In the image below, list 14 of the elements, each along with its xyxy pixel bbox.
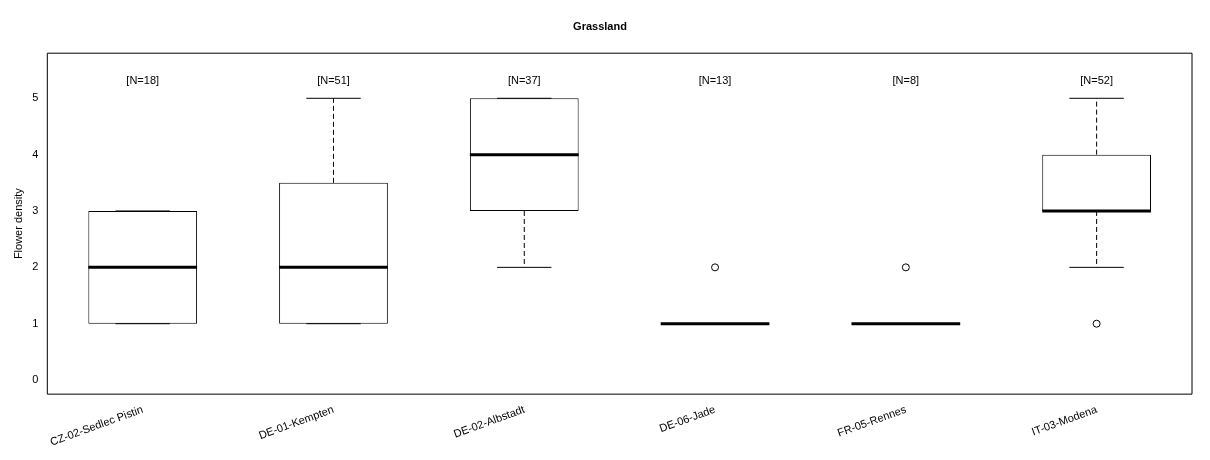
annotation: [N=18] <box>126 73 160 86</box>
y-tick-label: 1 <box>32 316 39 329</box>
y-axis-title: Flower density <box>11 187 24 260</box>
y-tick-label: 4 <box>32 147 39 160</box>
annotation: [N=37] <box>507 73 541 86</box>
annotation: [N=51] <box>317 73 350 86</box>
annotation: [N=13] <box>698 73 732 86</box>
annotation: [N=52] <box>1080 73 1113 86</box>
y-tick-label: 0 <box>32 373 39 386</box>
chart-title: Grassland <box>573 19 627 32</box>
y-tick-label: 3 <box>32 204 39 217</box>
y-tick-label: 5 <box>32 91 39 104</box>
annotation: [N=8] <box>892 73 920 86</box>
y-tick-label: 2 <box>32 260 39 273</box>
